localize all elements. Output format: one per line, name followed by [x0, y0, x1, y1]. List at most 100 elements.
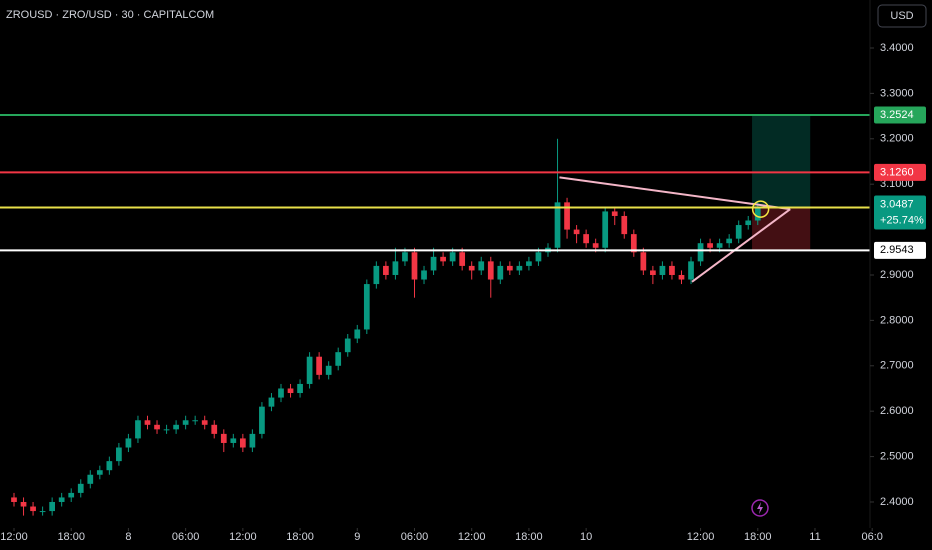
- x-tick-label: 06:0: [861, 531, 882, 543]
- plot-area: [0, 113, 870, 516]
- candle-body: [449, 252, 456, 262]
- candle-body: [87, 474, 94, 484]
- candle-body: [430, 256, 437, 271]
- candle-body: [220, 433, 227, 443]
- price-label-box: [874, 163, 926, 181]
- candle-body: [707, 243, 713, 248]
- chart-title: ZROUSD · ZRO/USD · 30 · CAPITALCOM: [6, 9, 214, 21]
- price-label-box: [874, 195, 926, 230]
- x-tick-label: 12:00: [0, 531, 28, 543]
- axis-layer: 3.4000 3.3000 3.2000 3.1000 2.9000 2.8000 2.70…: [870, 42, 926, 508]
- candle-body: [554, 202, 561, 248]
- candle-body: [173, 424, 179, 430]
- currency-button[interactable]: [877, 4, 927, 28]
- candle-body: [20, 501, 27, 507]
- price-label: 3.2524: [880, 109, 914, 121]
- alert-icon[interactable]: [751, 499, 769, 517]
- candle-body: [39, 511, 46, 513]
- y-tick-label: 2.9000: [880, 269, 914, 281]
- price-label: 2.9543: [880, 244, 914, 256]
- candle-body: [77, 483, 84, 493]
- candle-body: [411, 252, 418, 280]
- y-tick-label: 2.7000: [880, 360, 914, 372]
- candle-body: [611, 211, 618, 216]
- x-tick-label: 06:00: [172, 531, 200, 543]
- candle-body: [373, 265, 380, 285]
- trendline: [691, 208, 791, 283]
- alert-circle[interactable]: [751, 499, 769, 517]
- candle-body: [487, 261, 494, 280]
- x-tick-label: 18:00: [515, 531, 543, 543]
- candle-body: [239, 438, 246, 448]
- candle-body: [211, 424, 218, 434]
- candle-body: [678, 274, 685, 280]
- position-loss: [752, 207, 811, 251]
- candle-body: [363, 284, 370, 330]
- candle-body: [135, 420, 141, 439]
- candle-body: [659, 265, 666, 275]
- candle-body: [30, 506, 36, 512]
- candle-body: [249, 433, 256, 448]
- price-label-box: [874, 241, 926, 259]
- candle-body: [506, 265, 513, 271]
- candle-body: [564, 202, 570, 230]
- candle-body: [278, 388, 284, 398]
- candle-body: [144, 420, 151, 425]
- x-tick-label: 12:00: [458, 531, 486, 543]
- x-tick-label: 18:00: [286, 531, 314, 543]
- candle-body: [316, 356, 322, 375]
- y-tick-label: 3.4000: [880, 42, 914, 54]
- x-tick-label: 11: [809, 531, 820, 543]
- candle-body: [716, 243, 723, 248]
- x-tick-label: 12:00: [229, 531, 257, 543]
- candle-body: [192, 420, 199, 422]
- candle-body: [68, 492, 75, 498]
- candle-body: [621, 215, 628, 235]
- candle-body: [201, 420, 208, 425]
- candle-body: [335, 352, 342, 366]
- candle-body: [526, 261, 532, 266]
- candle-body: [106, 461, 113, 471]
- candle-body: [735, 225, 742, 239]
- y-tick-label: 3.1000: [880, 178, 914, 190]
- candle-body: [650, 270, 656, 275]
- candle-body: [440, 256, 446, 262]
- candle-body: [354, 329, 361, 339]
- candle-body: [468, 265, 475, 271]
- y-tick-label: 2.8000: [880, 314, 914, 326]
- candle-body: [96, 470, 103, 475]
- x-tick-label: 9: [354, 531, 360, 543]
- trendline: [559, 176, 791, 211]
- candle-body: [697, 243, 704, 262]
- candle-body: [535, 252, 542, 262]
- candle-body: [630, 234, 637, 253]
- candle-body: [459, 252, 466, 266]
- y-tick-label: 2.4000: [880, 496, 914, 508]
- candle-body: [421, 270, 427, 280]
- change-label: +25.74%: [880, 214, 924, 226]
- candle-body: [163, 429, 170, 431]
- x-tick-label: 8: [125, 531, 131, 543]
- candle-body: [116, 447, 122, 462]
- candle-body: [754, 206, 761, 221]
- alert-bolt[interactable]: [757, 502, 763, 514]
- candle-body: [583, 234, 589, 244]
- y-tick-label: 2.6000: [880, 405, 914, 417]
- candle-body: [688, 261, 694, 280]
- x-tick-label: 18:00: [57, 531, 85, 543]
- currency-label[interactable]: USD: [890, 10, 913, 22]
- candle-body: [125, 438, 132, 448]
- x-tick-label: 10: [580, 531, 592, 543]
- candle-body: [402, 252, 408, 262]
- candle-body: [154, 424, 160, 430]
- candle-body: [182, 420, 189, 425]
- candle-body: [259, 406, 265, 434]
- candle-body: [11, 497, 17, 502]
- candle-body: [745, 220, 752, 226]
- position-profit: [752, 114, 811, 208]
- y-tick-label: 2.5000: [880, 450, 914, 462]
- candle-body: [392, 261, 399, 275]
